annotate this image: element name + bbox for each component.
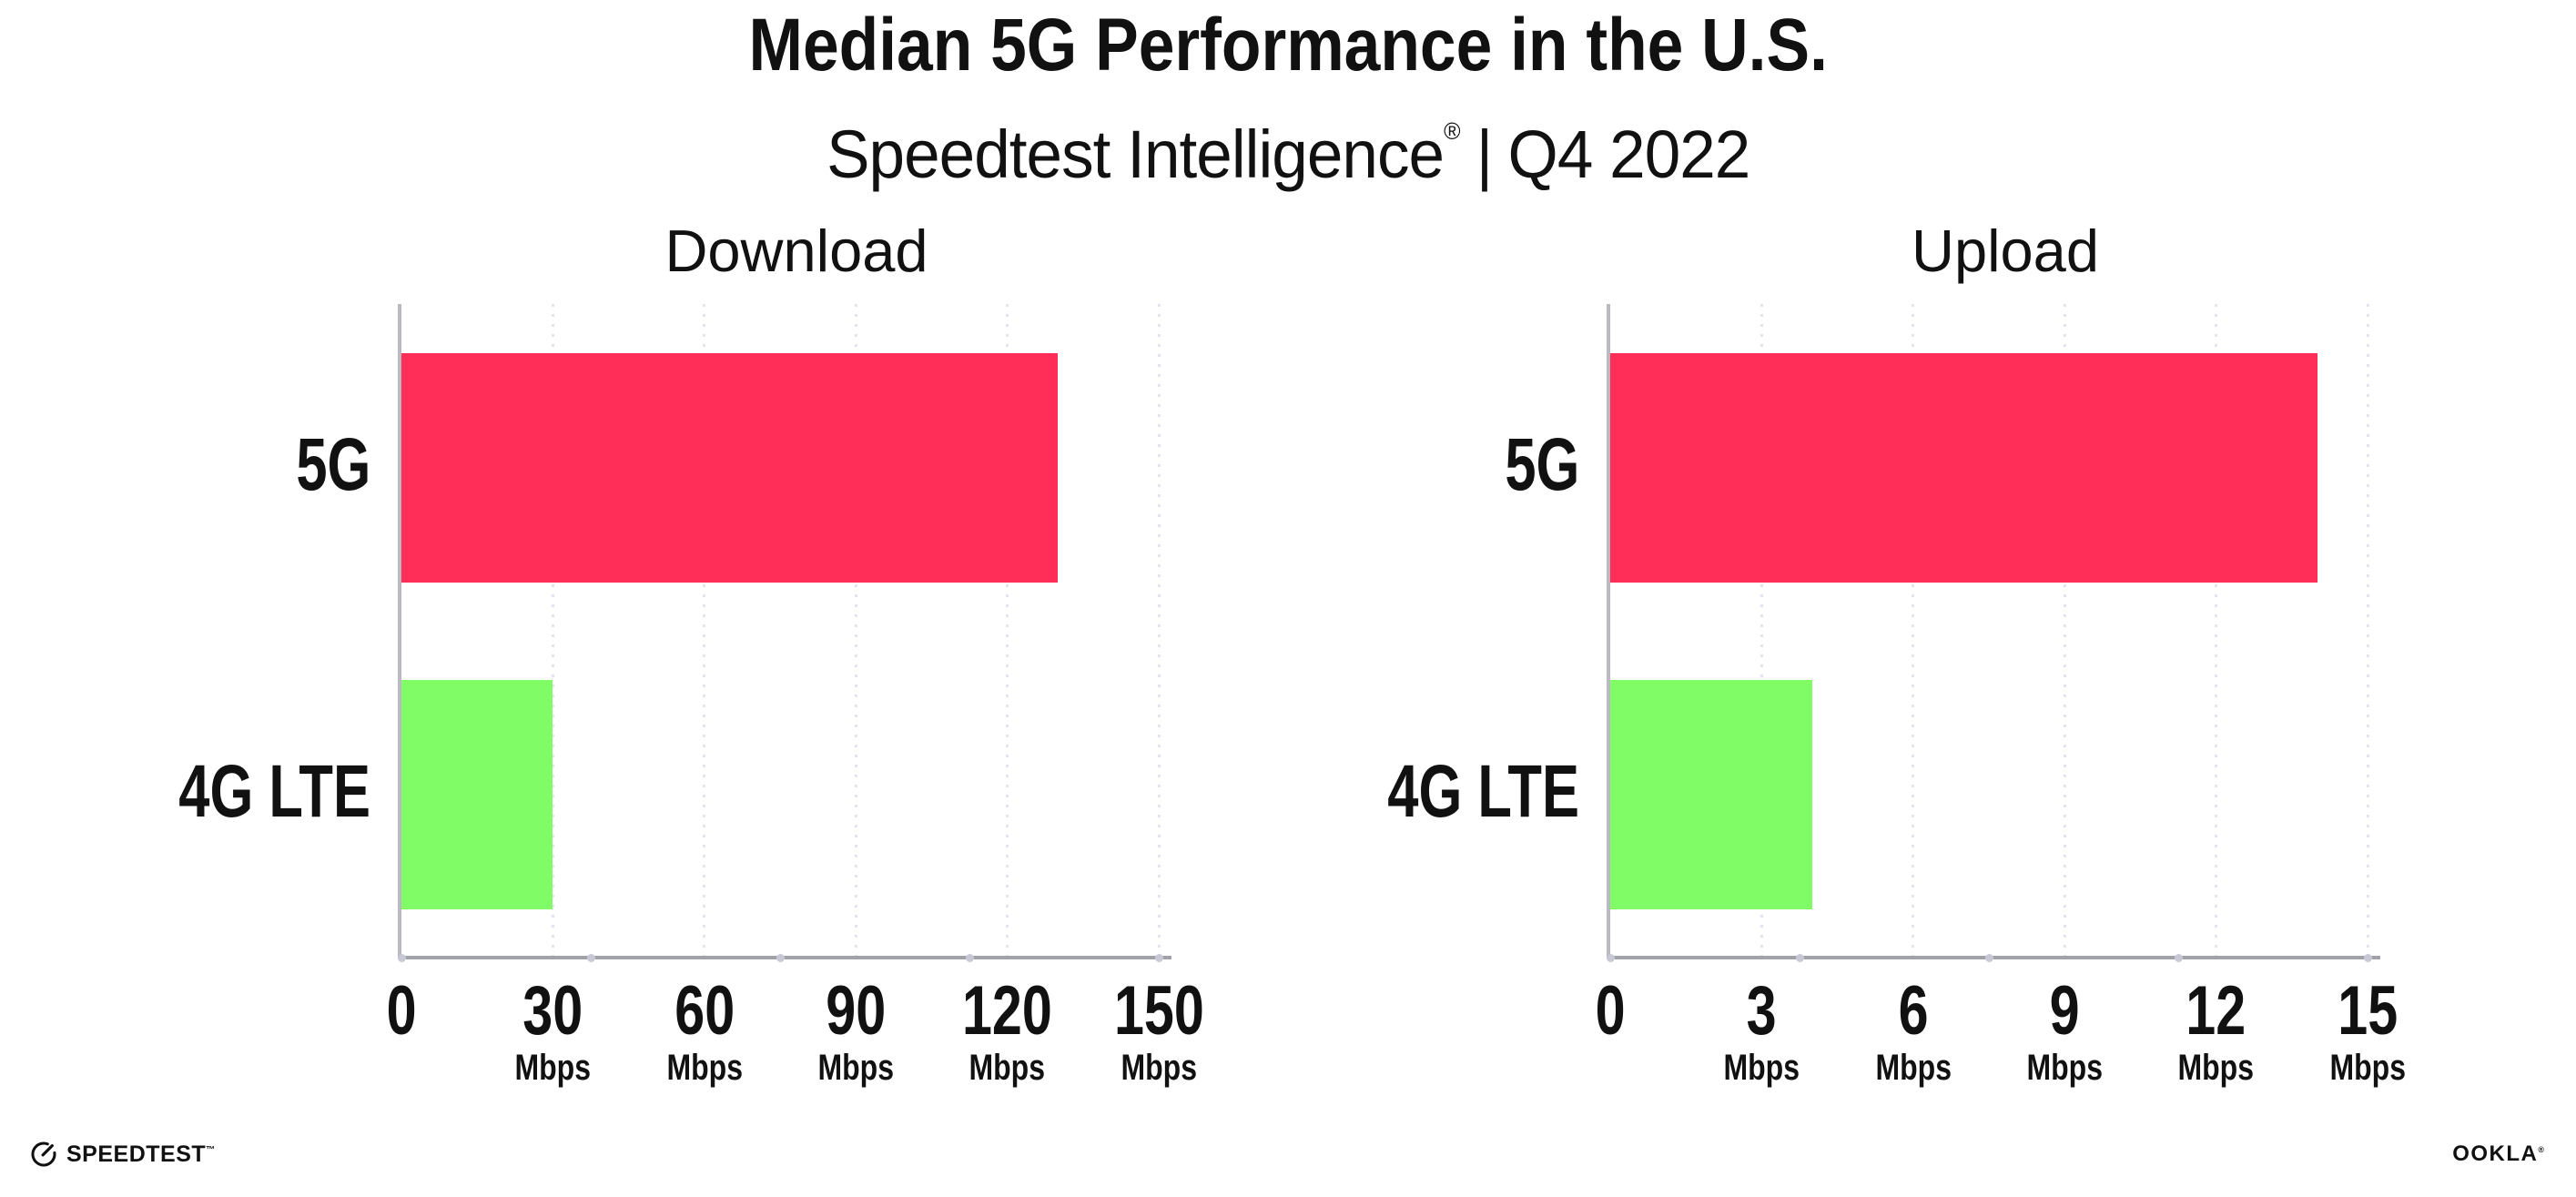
registered-mark-icon: ®: [1443, 117, 1461, 145]
x-tick-label: 6 Mbps: [1813, 977, 2013, 1089]
x-tick-label: 15 Mbps: [2267, 977, 2468, 1089]
axis-dot: [1154, 953, 1163, 962]
page-subtitle: Speedtest Intelligence® | Q4 2022: [0, 95, 2576, 191]
x-tick-label: 120 Mbps: [908, 977, 1108, 1089]
ookla-wordmark: OOKLA: [2452, 1141, 2539, 1166]
x-tick-unit: Mbps: [666, 1048, 743, 1088]
gridline: [1157, 304, 1161, 956]
y-axis-line: [398, 304, 401, 956]
subtitle-brand: Speedtest Intelligence: [826, 117, 1445, 192]
x-tick-label: 150 Mbps: [1059, 977, 1259, 1089]
gridline: [2063, 304, 2066, 956]
page-subtitle-text: Speedtest Intelligence® | Q4 2022: [826, 95, 1750, 192]
x-tick-label: 9 Mbps: [1964, 977, 2165, 1089]
bar-4g-lte: [1610, 680, 1812, 909]
x-tick-unit: Mbps: [1121, 1048, 1197, 1088]
x-tick-unit: Mbps: [969, 1048, 1046, 1088]
axis-dot: [2363, 953, 2372, 962]
subtitle-separator: |: [1476, 117, 1493, 192]
gridline: [703, 304, 706, 956]
x-axis-line: [1607, 956, 2380, 959]
x-tick-unit: Mbps: [817, 1048, 894, 1088]
speedtest-logo: SPEEDTEST™: [29, 1140, 216, 1169]
axis-dot: [1984, 953, 1993, 962]
x-tick-label: 90 Mbps: [756, 977, 956, 1089]
x-tick-unit: Mbps: [514, 1048, 592, 1088]
category-label: 4G LTE: [1387, 750, 1579, 833]
axis-dot: [965, 953, 974, 962]
gridline: [551, 304, 554, 956]
x-tick-label: 0: [386, 972, 417, 1050]
x-tick-label: 30 Mbps: [452, 977, 653, 1089]
trademark-icon: ™: [206, 1144, 216, 1155]
gridline: [1006, 304, 1009, 956]
registered-mark-icon: ®: [2538, 1145, 2544, 1154]
x-axis-line: [398, 956, 1171, 959]
gridline: [1760, 304, 1763, 956]
category-label: 5G: [1504, 423, 1579, 506]
gridline: [1912, 304, 1915, 956]
bar-4g-lte: [401, 680, 553, 909]
x-tick-unit: Mbps: [1723, 1048, 1800, 1088]
axis-dot: [397, 953, 406, 962]
axis-dot: [1606, 953, 1615, 962]
x-tick-unit: Mbps: [1875, 1048, 1952, 1088]
x-tick-label: 3 Mbps: [1661, 977, 1861, 1089]
x-tick-unit: Mbps: [2329, 1048, 2406, 1088]
x-tick-label: 12 Mbps: [2116, 977, 2317, 1089]
x-tick-unit: Mbps: [2177, 1048, 2255, 1088]
axis-dot: [2174, 953, 2183, 962]
bar-5g: [401, 353, 1059, 583]
download-chart-title: Download: [664, 218, 928, 284]
axis-dot: [776, 953, 785, 962]
speedtest-gauge-icon: [31, 1141, 56, 1167]
y-axis-line: [1607, 304, 1610, 956]
category-label: 4G LTE: [178, 750, 370, 833]
gridline: [2366, 304, 2369, 956]
subtitle-period: Q4 2022: [1507, 117, 1750, 192]
axis-dot: [1795, 953, 1804, 962]
x-tick-unit: Mbps: [2026, 1048, 2103, 1088]
category-label: 5G: [295, 423, 370, 506]
upload-chart-title: Upload: [1912, 218, 2099, 284]
gridline: [2215, 304, 2218, 956]
speedtest-wordmark: SPEEDTEST™: [66, 1141, 216, 1167]
bar-5g: [1610, 353, 2317, 583]
gridline: [854, 304, 857, 956]
x-tick-label: 60 Mbps: [604, 977, 805, 1089]
ookla-logo: OOKLA®: [2452, 1141, 2544, 1167]
page-title: Median 5G Performance in the U.S.: [0, 7, 2576, 84]
x-tick-label: 0: [1595, 972, 1626, 1050]
axis-dot: [586, 953, 595, 962]
page-title-text: Median 5G Performance in the U.S.: [748, 4, 1828, 86]
